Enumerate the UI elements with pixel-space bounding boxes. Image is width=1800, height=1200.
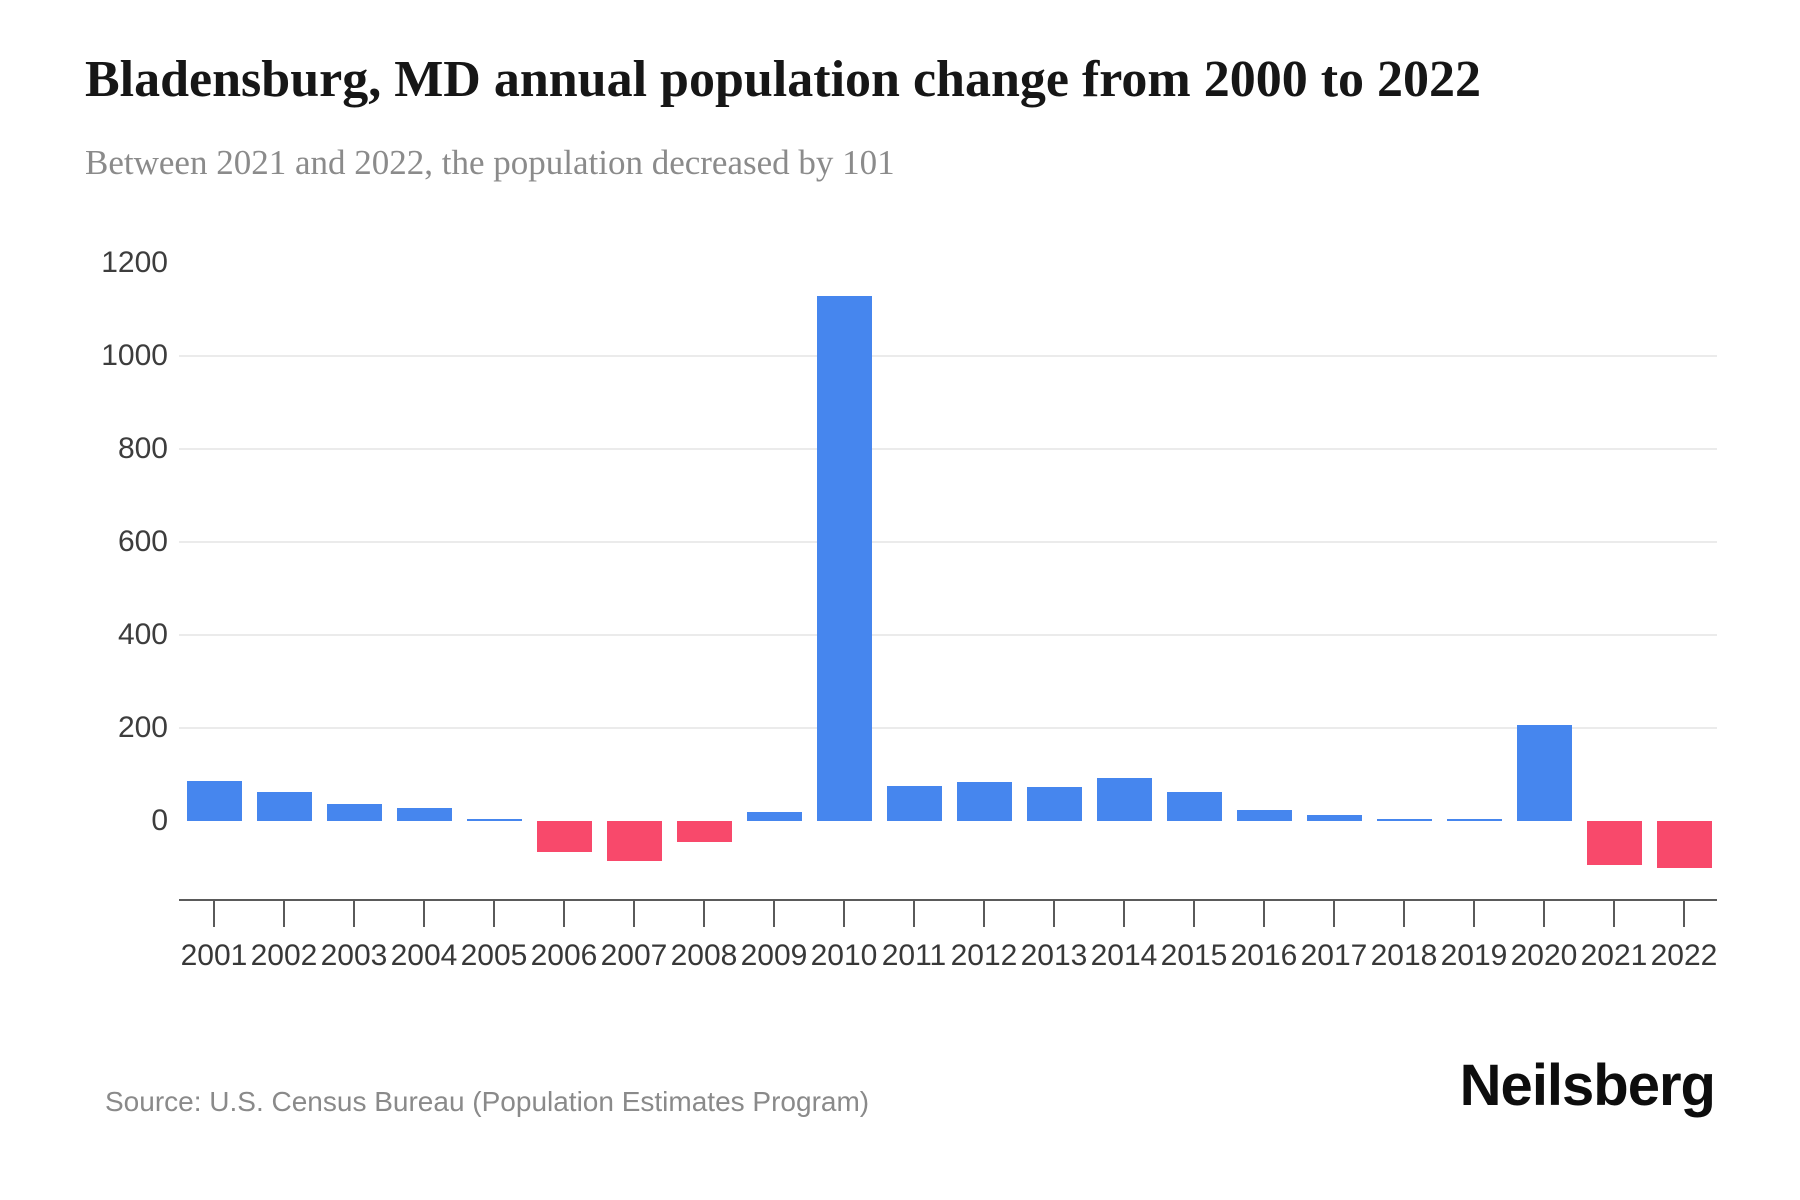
x-axis-tick-2015 <box>1193 899 1195 927</box>
bar-2010[interactable] <box>816 295 872 821</box>
x-axis-label-2003: 2003 <box>320 939 388 972</box>
gridline-800 <box>179 448 1717 450</box>
x-axis-tick-2014 <box>1123 899 1125 927</box>
x-axis-label-2012: 2012 <box>950 939 1018 972</box>
x-axis-label-2009: 2009 <box>740 939 808 972</box>
bar-2005[interactable] <box>466 819 522 821</box>
chart-title: Bladensburg, MD annual population change… <box>85 51 1482 108</box>
bar-2018[interactable] <box>1376 819 1432 821</box>
x-axis-tick-2008 <box>703 899 705 927</box>
bar-2011[interactable] <box>886 785 942 821</box>
x-axis-tick-2002 <box>283 899 285 927</box>
x-axis-tick-2010 <box>843 899 845 927</box>
x-axis-tick-2018 <box>1403 899 1405 927</box>
bar-2004[interactable] <box>396 808 452 821</box>
x-axis-label-2007: 2007 <box>600 939 668 972</box>
bar-2008[interactable] <box>676 821 732 842</box>
y-axis-label-1000: 1000 <box>101 339 168 372</box>
x-axis-label-2011: 2011 <box>881 939 947 972</box>
brand-logo[interactable]: Neilsberg <box>1459 1053 1716 1118</box>
x-axis-label-2014: 2014 <box>1090 939 1158 972</box>
bar-2015[interactable] <box>1166 791 1222 821</box>
x-axis-tick-2022 <box>1683 899 1685 927</box>
x-axis-tick-2009 <box>773 899 775 927</box>
gridline-1000 <box>179 355 1717 357</box>
x-axis-tick-2005 <box>493 899 495 927</box>
x-axis-tick-2017 <box>1333 899 1335 927</box>
bar-2014[interactable] <box>1096 777 1152 821</box>
x-axis-label-2021: 2021 <box>1580 939 1648 972</box>
x-axis-label-2001: 2001 <box>180 939 248 972</box>
x-axis-tick-2013 <box>1053 899 1055 927</box>
bar-2021[interactable] <box>1586 821 1642 866</box>
x-axis-tick-2021 <box>1613 899 1615 927</box>
gridline-400 <box>179 634 1717 636</box>
x-axis-tick-2006 <box>563 899 565 927</box>
x-axis-label-2017: 2017 <box>1300 939 1368 972</box>
y-axis-label-0: 0 <box>151 804 168 837</box>
bar-2022[interactable] <box>1656 821 1712 868</box>
x-axis-label-2020: 2020 <box>1510 939 1578 972</box>
x-axis-label-2018: 2018 <box>1370 939 1438 972</box>
x-axis-tick-2003 <box>353 899 355 927</box>
y-axis-label-1200: 1200 <box>101 246 168 279</box>
y-axis-label-800: 800 <box>117 432 168 465</box>
bar-2002[interactable] <box>256 792 312 821</box>
gridline-200 <box>179 727 1717 729</box>
bar-2016[interactable] <box>1236 809 1292 821</box>
x-axis-label-2022: 2022 <box>1650 939 1718 972</box>
x-axis-tick-2020 <box>1543 899 1545 927</box>
x-axis-line <box>179 899 1717 901</box>
bar-2006[interactable] <box>536 821 592 853</box>
x-axis-tick-2011 <box>913 899 915 927</box>
x-axis-label-2006: 2006 <box>530 939 598 972</box>
x-axis-label-2005: 2005 <box>460 939 528 972</box>
x-axis-label-2008: 2008 <box>670 939 738 972</box>
bar-2019[interactable] <box>1446 819 1502 821</box>
x-axis-tick-2004 <box>423 899 425 927</box>
x-axis-label-2004: 2004 <box>390 939 458 972</box>
x-axis-tick-2001 <box>213 899 215 927</box>
source-caption: Source: U.S. Census Bureau (Population E… <box>105 1086 870 1117</box>
bar-2009[interactable] <box>746 812 802 821</box>
x-axis-label-2019: 2019 <box>1440 939 1508 972</box>
x-axis-label-2010: 2010 <box>810 939 878 972</box>
x-axis-tick-2016 <box>1263 899 1265 927</box>
x-axis-label-2013: 2013 <box>1020 939 1088 972</box>
bar-2017[interactable] <box>1306 814 1362 821</box>
x-axis-label-2002: 2002 <box>250 939 318 972</box>
x-axis-tick-2007 <box>633 899 635 927</box>
bar-2012[interactable] <box>956 781 1012 821</box>
gridline-600 <box>179 541 1717 543</box>
y-axis-label-200: 200 <box>117 711 168 744</box>
bar-2001[interactable] <box>186 781 242 821</box>
bar-2003[interactable] <box>326 803 382 821</box>
chart-subtitle: Between 2021 and 2022, the population de… <box>85 143 895 182</box>
x-axis-label-2015: 2015 <box>1160 939 1228 972</box>
bar-2007[interactable] <box>606 821 662 861</box>
y-axis-label-400: 400 <box>117 618 168 651</box>
x-axis-tick-2019 <box>1473 899 1475 927</box>
bar-2013[interactable] <box>1026 787 1082 821</box>
x-axis-tick-2012 <box>983 899 985 927</box>
y-axis-label-600: 600 <box>117 525 168 558</box>
bar-2020[interactable] <box>1516 725 1572 821</box>
x-axis-label-2016: 2016 <box>1230 939 1298 972</box>
